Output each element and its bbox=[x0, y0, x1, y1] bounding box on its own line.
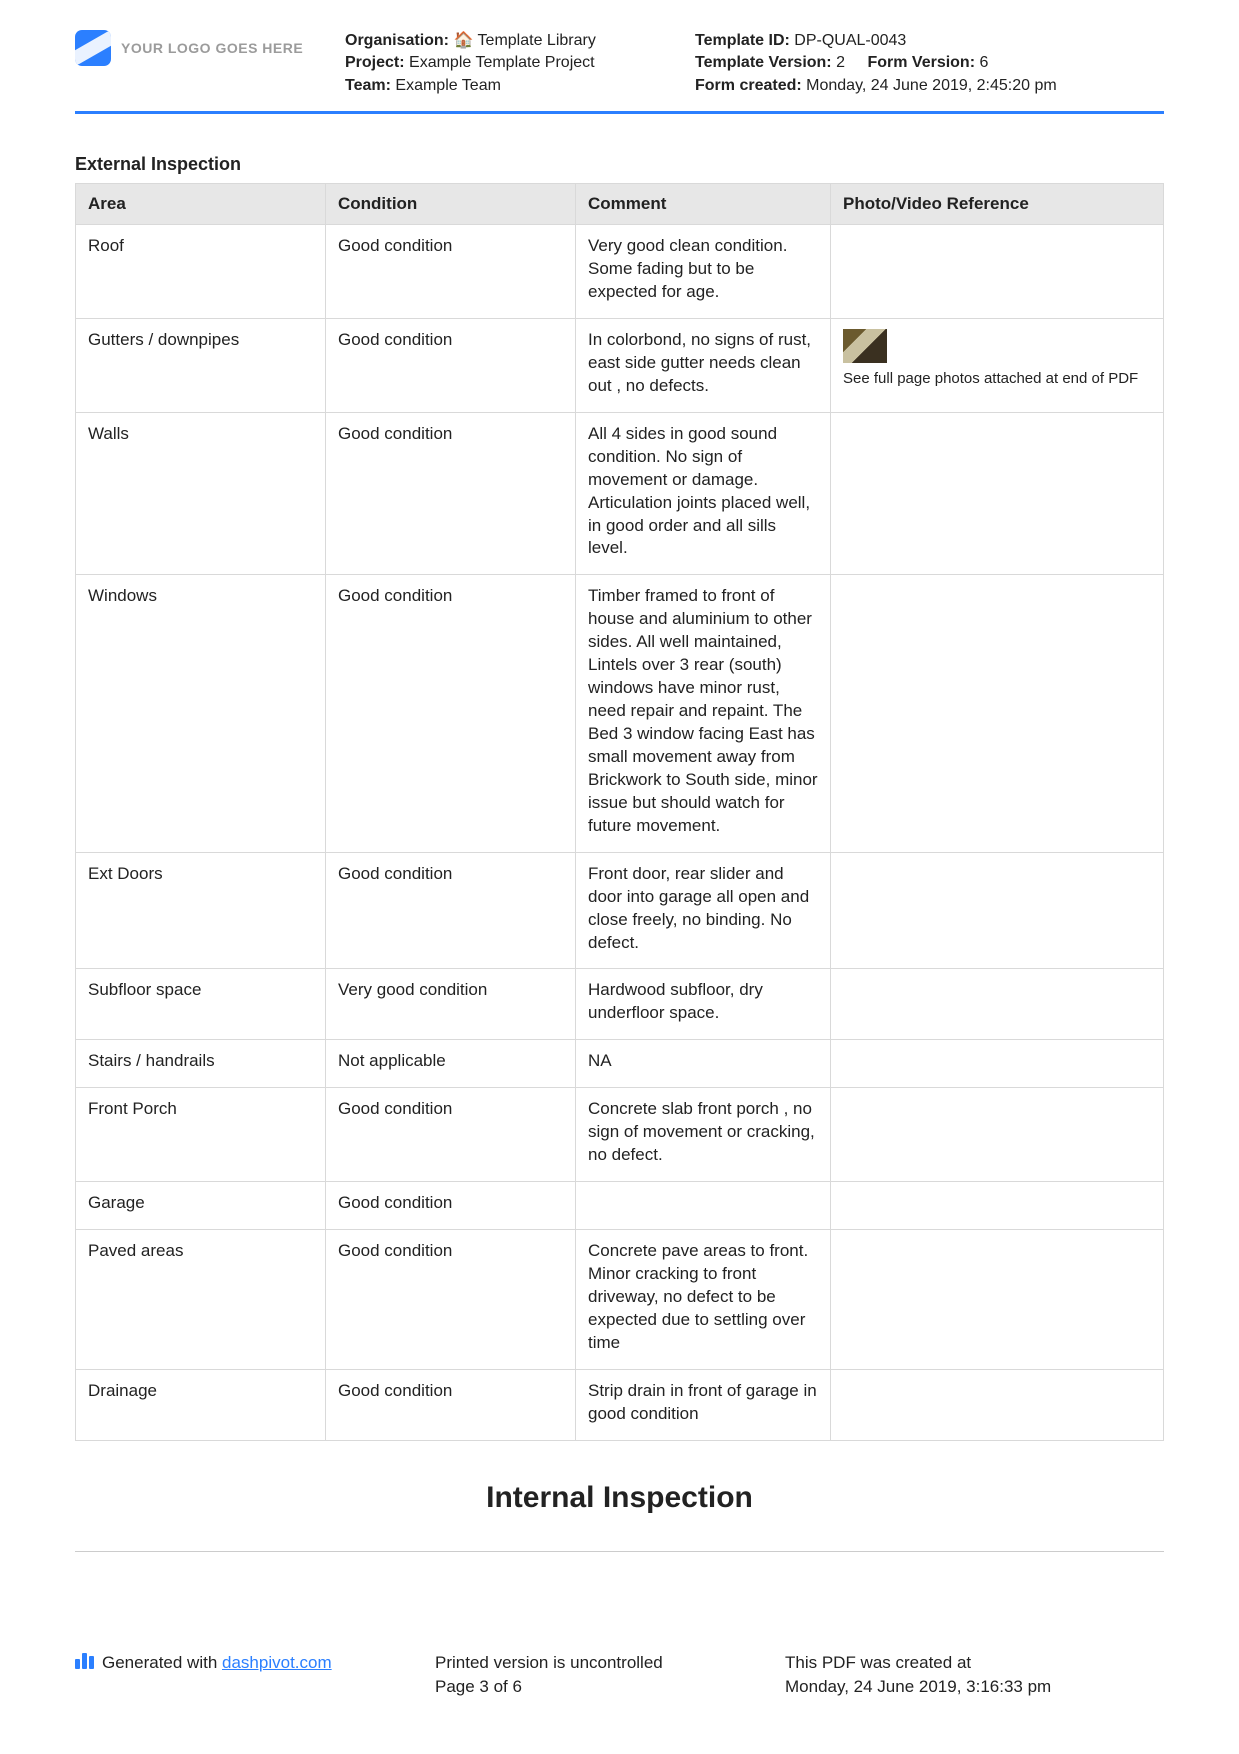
cell-photo bbox=[831, 225, 1164, 319]
project-value: Example Template Project bbox=[409, 54, 595, 71]
col-header-condition: Condition bbox=[326, 184, 576, 225]
pdf-created-label: This PDF was created at bbox=[785, 1651, 1164, 1675]
table-row: Front PorchGood conditionConcrete slab f… bbox=[76, 1088, 1164, 1182]
cell-area: Drainage bbox=[76, 1369, 326, 1440]
table-row: DrainageGood conditionStrip drain in fro… bbox=[76, 1369, 1164, 1440]
cell-area: Roof bbox=[76, 225, 326, 319]
cell-comment: Strip drain in front of garage in good c… bbox=[576, 1369, 831, 1440]
cell-comment: Timber framed to front of house and alum… bbox=[576, 575, 831, 852]
photo-thumbnail bbox=[843, 329, 887, 363]
org-label: Organisation: bbox=[345, 32, 449, 49]
table-row: Stairs / handrailsNot applicableNA bbox=[76, 1040, 1164, 1088]
cell-condition: Good condition bbox=[326, 1230, 576, 1370]
chart-icon bbox=[75, 1653, 94, 1669]
internal-inspection-heading: Internal Inspection bbox=[75, 1481, 1164, 1543]
col-header-photo: Photo/Video Reference bbox=[831, 184, 1164, 225]
form-created-value: Monday, 24 June 2019, 2:45:20 pm bbox=[806, 77, 1057, 94]
uncontrolled-text: Printed version is uncontrolled bbox=[435, 1651, 785, 1675]
template-version-label: Template Version: bbox=[695, 54, 832, 71]
table-row: GarageGood condition bbox=[76, 1182, 1164, 1230]
cell-area: Stairs / handrails bbox=[76, 1040, 326, 1088]
template-id-label: Template ID: bbox=[695, 32, 790, 49]
cell-comment: Hardwood subfloor, dry underfloor space. bbox=[576, 969, 831, 1040]
form-created-label: Form created: bbox=[695, 77, 802, 94]
section-title: External Inspection bbox=[75, 154, 1164, 175]
cell-area: Walls bbox=[76, 412, 326, 575]
photo-note: See full page photos attached at end of … bbox=[843, 369, 1151, 389]
cell-photo bbox=[831, 1230, 1164, 1370]
cell-photo bbox=[831, 412, 1164, 575]
cell-comment: Concrete pave areas to front. Minor crac… bbox=[576, 1230, 831, 1370]
team-label: Team: bbox=[345, 77, 391, 94]
table-row: WallsGood conditionAll 4 sides in good s… bbox=[76, 412, 1164, 575]
cell-area: Garage bbox=[76, 1182, 326, 1230]
cell-photo bbox=[831, 1369, 1164, 1440]
section-divider bbox=[75, 1551, 1164, 1552]
header-divider bbox=[75, 111, 1164, 114]
cell-area: Gutters / downpipes bbox=[76, 318, 326, 412]
page-info: Page 3 of 6 bbox=[435, 1675, 785, 1699]
cell-comment: All 4 sides in good sound condition. No … bbox=[576, 412, 831, 575]
cell-photo bbox=[831, 852, 1164, 969]
cell-comment bbox=[576, 1182, 831, 1230]
form-version-value: 6 bbox=[979, 54, 988, 71]
header-right-block: Template ID: DP-QUAL-0043 Template Versi… bbox=[695, 30, 1164, 97]
cell-photo bbox=[831, 575, 1164, 852]
cell-photo bbox=[831, 1182, 1164, 1230]
cell-comment: Front door, rear slider and door into ga… bbox=[576, 852, 831, 969]
cell-condition: Good condition bbox=[326, 225, 576, 319]
org-value: 🏠 Template Library bbox=[453, 32, 595, 49]
cell-condition: Good condition bbox=[326, 1182, 576, 1230]
table-row: Paved areasGood conditionConcrete pave a… bbox=[76, 1230, 1164, 1370]
generated-prefix: Generated with bbox=[102, 1653, 222, 1672]
cell-condition: Good condition bbox=[326, 852, 576, 969]
template-version-value: 2 bbox=[836, 54, 845, 71]
cell-photo bbox=[831, 1088, 1164, 1182]
cell-condition: Good condition bbox=[326, 318, 576, 412]
cell-area: Subfloor space bbox=[76, 969, 326, 1040]
col-header-area: Area bbox=[76, 184, 326, 225]
header-left-block: Organisation: 🏠 Template Library Project… bbox=[345, 30, 695, 97]
col-header-comment: Comment bbox=[576, 184, 831, 225]
logo-icon bbox=[75, 30, 111, 66]
cell-area: Front Porch bbox=[76, 1088, 326, 1182]
cell-condition: Not applicable bbox=[326, 1040, 576, 1088]
team-value: Example Team bbox=[395, 77, 501, 94]
cell-area: Paved areas bbox=[76, 1230, 326, 1370]
cell-condition: Good condition bbox=[326, 412, 576, 575]
table-row: RoofGood conditionVery good clean condit… bbox=[76, 225, 1164, 319]
table-row: WindowsGood conditionTimber framed to fr… bbox=[76, 575, 1164, 852]
dashpivot-link[interactable]: dashpivot.com bbox=[222, 1653, 332, 1672]
cell-comment: In colorbond, no signs of rust, east sid… bbox=[576, 318, 831, 412]
cell-condition: Good condition bbox=[326, 1088, 576, 1182]
project-label: Project: bbox=[345, 54, 405, 71]
cell-photo bbox=[831, 969, 1164, 1040]
pdf-created-value: Monday, 24 June 2019, 3:16:33 pm bbox=[785, 1675, 1164, 1699]
cell-condition: Good condition bbox=[326, 1369, 576, 1440]
cell-comment: NA bbox=[576, 1040, 831, 1088]
external-inspection-table: Area Condition Comment Photo/Video Refer… bbox=[75, 183, 1164, 1440]
page-header: YOUR LOGO GOES HERE Organisation: 🏠 Temp… bbox=[75, 30, 1164, 107]
cell-photo: See full page photos attached at end of … bbox=[831, 318, 1164, 412]
table-row: Gutters / downpipesGood conditionIn colo… bbox=[76, 318, 1164, 412]
form-version-label: Form Version: bbox=[867, 54, 975, 71]
cell-condition: Good condition bbox=[326, 575, 576, 852]
template-id-value: DP-QUAL-0043 bbox=[794, 32, 906, 49]
cell-photo bbox=[831, 1040, 1164, 1088]
table-row: Ext DoorsGood conditionFront door, rear … bbox=[76, 852, 1164, 969]
table-row: Subfloor spaceVery good conditionHardwoo… bbox=[76, 969, 1164, 1040]
logo-placeholder-text: YOUR LOGO GOES HERE bbox=[121, 40, 303, 56]
cell-comment: Concrete slab front porch , no sign of m… bbox=[576, 1088, 831, 1182]
cell-comment: Very good clean condition. Some fading b… bbox=[576, 225, 831, 319]
cell-area: Ext Doors bbox=[76, 852, 326, 969]
logo: YOUR LOGO GOES HERE bbox=[75, 30, 345, 66]
page-footer: Generated with dashpivot.com Printed ver… bbox=[75, 1651, 1164, 1699]
cell-area: Windows bbox=[76, 575, 326, 852]
cell-condition: Very good condition bbox=[326, 969, 576, 1040]
